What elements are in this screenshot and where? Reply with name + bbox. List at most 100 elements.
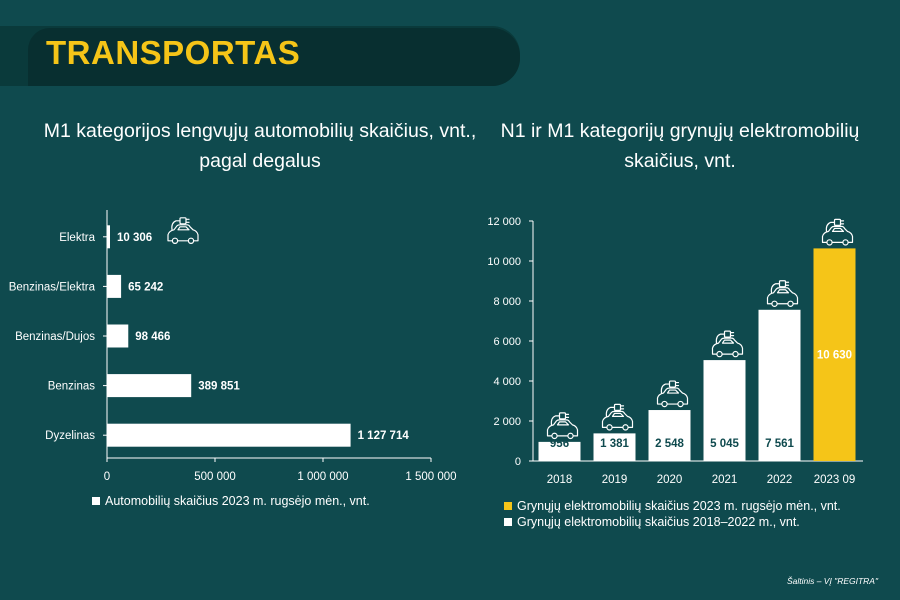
left-category-label: Benzinas/Dujos bbox=[15, 331, 95, 343]
car-body bbox=[656, 387, 689, 405]
left-value-label: 389 851 bbox=[198, 381, 240, 393]
car-body bbox=[546, 419, 579, 437]
right-value-label: 956 bbox=[550, 438, 569, 450]
car-body bbox=[711, 337, 744, 355]
electric-car-icon bbox=[656, 380, 689, 408]
charge-plug bbox=[778, 280, 787, 288]
left-chart-title: M1 kategorijos lengvųjų automobilių skai… bbox=[43, 120, 477, 172]
charge-cable bbox=[770, 283, 781, 294]
left-bar bbox=[107, 374, 192, 398]
car-window bbox=[666, 389, 680, 394]
left-value-label: 98 466 bbox=[135, 331, 170, 343]
left-category-label: Benzinas/Elektra bbox=[9, 281, 96, 293]
right-chart-title: N1 ir M1 kategorijų grynųjų elektromobil… bbox=[500, 120, 860, 172]
car-body bbox=[766, 287, 799, 305]
legend-swatch-yellow bbox=[504, 502, 512, 510]
right-bar bbox=[758, 309, 801, 461]
right-bar bbox=[703, 360, 746, 461]
car-body bbox=[821, 225, 854, 243]
charge-cable bbox=[660, 383, 671, 394]
right-bar bbox=[593, 433, 636, 461]
legend-swatch-white bbox=[92, 497, 100, 505]
charge-plug bbox=[833, 218, 842, 226]
electric-car-icon bbox=[821, 218, 854, 246]
car-window bbox=[556, 421, 570, 426]
car-wheel bbox=[622, 424, 629, 431]
left-bar bbox=[107, 423, 351, 447]
left-value-label: 10 306 bbox=[117, 232, 152, 244]
car-wheel bbox=[187, 237, 195, 245]
car-window bbox=[721, 339, 735, 344]
left-bar bbox=[107, 274, 122, 298]
right-y-tick-label: 0 bbox=[515, 456, 521, 468]
right-y-tick-label: 10 000 bbox=[487, 256, 521, 268]
electric-car-icon bbox=[766, 280, 799, 307]
left-category-label: Elektra bbox=[59, 232, 95, 244]
right-y-tick-label: 12 000 bbox=[487, 216, 521, 228]
electric-car-icon bbox=[601, 403, 634, 431]
charge-plug bbox=[723, 330, 732, 338]
left-x-tick-label: 500 000 bbox=[194, 471, 236, 483]
right-legend-2023: Grynųjų elektromobilių skaičius 2023 m. … bbox=[504, 499, 841, 513]
left-value-label: 1 127 714 bbox=[358, 430, 410, 442]
right-bar bbox=[648, 410, 691, 461]
legend-swatch-white bbox=[504, 518, 512, 526]
left-bar bbox=[107, 324, 129, 348]
charge-cable bbox=[605, 406, 616, 417]
right-y-tick-label: 2 000 bbox=[493, 416, 521, 428]
right-y-tick-label: 8 000 bbox=[493, 296, 521, 308]
left-x-tick-label: 1 500 000 bbox=[405, 471, 456, 483]
left-category-label: Benzinas bbox=[48, 381, 96, 393]
charge-cable bbox=[171, 220, 181, 231]
right-value-label: 7 561 bbox=[765, 438, 794, 450]
car-wheel bbox=[551, 432, 558, 440]
charge-plug bbox=[668, 380, 677, 388]
right-legend-2018-2022: Grynųjų elektromobilių skaičius 2018–202… bbox=[504, 515, 800, 529]
right-x-tick-label: 2021 bbox=[712, 474, 738, 486]
charge-plug bbox=[179, 217, 187, 225]
electric-car-icon bbox=[546, 412, 579, 440]
car-body bbox=[601, 410, 634, 428]
right-bar bbox=[538, 441, 581, 461]
car-window bbox=[177, 226, 190, 231]
right-value-label: 10 630 bbox=[817, 350, 852, 362]
right-legend-label-2018-2022: Grynųjų elektromobilių skaičius 2018–202… bbox=[517, 515, 800, 529]
car-wheel bbox=[606, 424, 613, 431]
right-x-tick-label: 2018 bbox=[547, 474, 573, 486]
right-bar bbox=[813, 248, 856, 461]
right-value-label: 1 381 bbox=[600, 438, 629, 450]
left-category-label: Dyzelinas bbox=[45, 430, 95, 442]
car-wheel bbox=[567, 432, 574, 440]
right-x-tick-label: 2023 09 bbox=[814, 474, 856, 486]
left-legend-label: Automobilių skaičius 2023 m. rugsėjo mėn… bbox=[105, 494, 370, 508]
charge-cable bbox=[825, 221, 836, 232]
electric-car-icon bbox=[167, 217, 199, 245]
charge-plug bbox=[558, 412, 567, 420]
left-legend: Automobilių skaičius 2023 m. rugsėjo mėn… bbox=[92, 494, 370, 508]
left-bar bbox=[107, 225, 110, 249]
right-legend-label-2023: Grynųjų elektromobilių skaičius 2023 m. … bbox=[517, 499, 841, 513]
car-wheel bbox=[661, 400, 668, 408]
page-title: TRANSPORTAS bbox=[46, 34, 301, 71]
electric-car-icon bbox=[711, 330, 744, 358]
car-wheel bbox=[826, 239, 833, 246]
car-window bbox=[776, 289, 790, 294]
source-note: Šaltinis – VĮ "REGITRA" bbox=[786, 576, 878, 586]
car-window bbox=[611, 412, 625, 417]
car-wheel bbox=[171, 237, 179, 245]
right-y-tick-label: 4 000 bbox=[493, 376, 521, 388]
car-wheel bbox=[732, 350, 739, 358]
charge-cable bbox=[550, 415, 561, 426]
left-x-tick-label: 1 000 000 bbox=[297, 471, 348, 483]
header-accent bbox=[28, 28, 520, 86]
right-value-label: 5 045 bbox=[710, 438, 739, 450]
charge-plug bbox=[613, 403, 622, 411]
car-wheel bbox=[842, 239, 849, 246]
car-body bbox=[167, 224, 199, 242]
right-x-tick-label: 2019 bbox=[602, 474, 628, 486]
right-y-tick-label: 6 000 bbox=[493, 336, 521, 348]
left-value-label: 65 242 bbox=[128, 281, 163, 293]
car-window bbox=[831, 227, 845, 232]
right-value-label: 2 548 bbox=[655, 438, 684, 450]
